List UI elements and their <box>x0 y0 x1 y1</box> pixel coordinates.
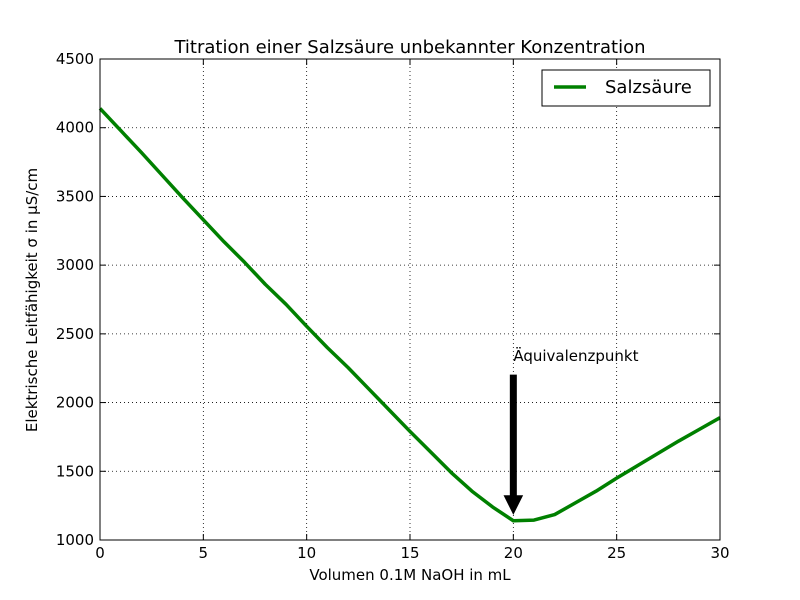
y-tick-label: 3500 <box>56 187 94 205</box>
x-tick-label: 5 <box>199 544 209 562</box>
arrow-icon <box>503 374 524 515</box>
y-tick-label: 1500 <box>56 462 94 480</box>
y-tick-label: 4000 <box>56 119 94 137</box>
series-line-0 <box>98 107 721 523</box>
x-axis-label: Volumen 0.1M NaOH in mL <box>309 566 511 584</box>
ticks: 0 5 10 15 20 25 30 1000 1500 2000 2500 3000 3500 4000… <box>56 50 730 562</box>
y-tick-label: 1000 <box>56 531 94 549</box>
annotation-label: Äquivalenzpunkt <box>513 346 638 365</box>
y-tick-label: 2000 <box>56 394 94 412</box>
y-tick-label: 3000 <box>56 256 94 274</box>
x-tick-label: 25 <box>607 544 626 562</box>
y-tick-label: 2500 <box>56 325 94 343</box>
y-axis-label: Elektrische Leitfähigkeit σ in μS/cm <box>23 168 41 432</box>
x-tick-label: 15 <box>400 544 419 562</box>
annotation-arrow <box>503 374 524 515</box>
x-tick-label: 10 <box>297 544 316 562</box>
series-layer <box>98 107 721 523</box>
x-tick-label: 20 <box>504 544 523 562</box>
x-tick-label: 0 <box>95 544 105 562</box>
y-tick-label: 4500 <box>56 50 94 68</box>
legend-label: Salzsäure <box>605 77 692 98</box>
annotation-layer: Äquivalenzpunkt <box>503 346 639 515</box>
chart-title: Titration einer Salzsäure unbekannter Ko… <box>173 37 645 58</box>
legend: Salzsäure <box>541 69 711 107</box>
x-tick-label: 30 <box>710 544 729 562</box>
